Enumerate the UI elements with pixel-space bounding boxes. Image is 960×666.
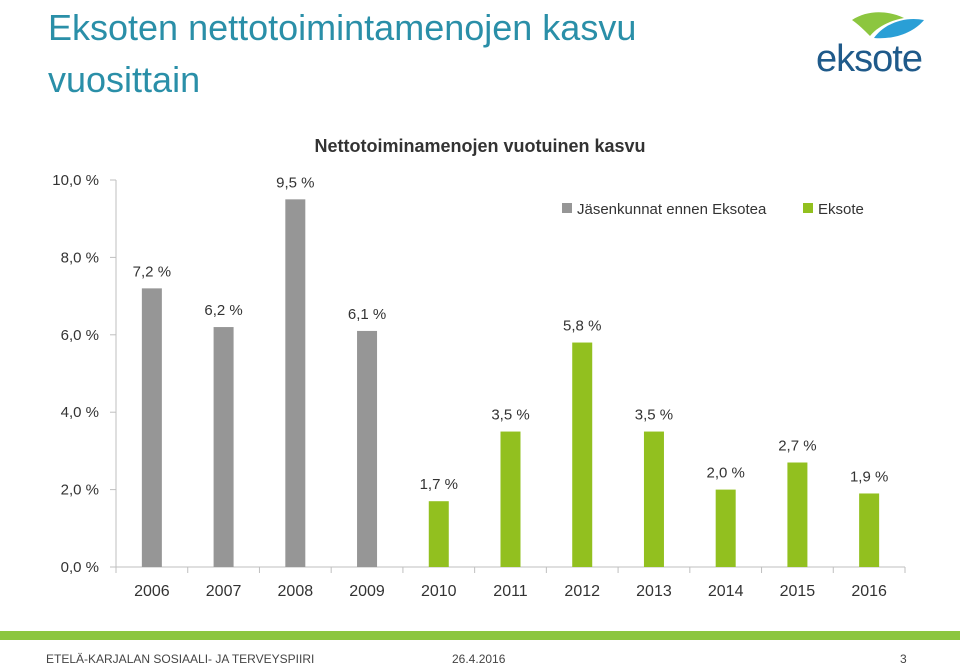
footer-page-number: 3	[900, 652, 907, 666]
y-tick-label: 6,0 %	[61, 327, 99, 344]
bar-chart: Nettotoiminamenojen vuotuinen kasvu 0,0 …	[52, 136, 906, 600]
bar	[357, 330, 378, 567]
data-label: 9,5 %	[276, 174, 314, 191]
bar	[715, 489, 736, 567]
y-tick-label: 0,0 %	[61, 559, 99, 576]
legend-swatch	[803, 203, 813, 213]
y-tick-label: 2,0 %	[61, 482, 99, 499]
x-tick-label: 2006	[134, 583, 170, 600]
y-axis: 0,0 % 2,0 % 4,0 % 6,0 % 8,0 % 10,0 %	[52, 172, 117, 576]
data-label: 1,9 %	[850, 468, 888, 485]
y-tick-label: 4,0 %	[61, 404, 99, 421]
bar	[428, 501, 449, 567]
legend-swatch	[562, 203, 572, 213]
x-axis: 2006 2007 2008 2009 2010 2011 2012 2013 2014 2015…	[115, 566, 906, 600]
footer-org: ETELÄ-KARJALAN SOSIAALI- JA TERVEYSPIIRI	[46, 652, 315, 666]
bar	[285, 199, 306, 567]
data-label: 6,1 %	[348, 306, 386, 323]
eksote-logo-icon	[852, 12, 924, 39]
x-tick-label: 2007	[206, 583, 242, 600]
data-label: 2,0 %	[707, 465, 745, 482]
data-label: 2,7 %	[778, 438, 816, 455]
x-tick-label: 2016	[851, 583, 887, 600]
y-tick-label: 10,0 %	[52, 172, 99, 189]
data-label: 6,2 %	[204, 302, 242, 319]
x-tick-label: 2008	[278, 583, 314, 600]
bar	[500, 431, 521, 567]
data-label: 1,7 %	[420, 476, 458, 493]
x-tick-label: 2015	[780, 583, 816, 600]
x-tick-label: 2012	[564, 583, 600, 600]
x-tick-label: 2013	[636, 583, 672, 600]
x-tick-label: 2010	[421, 583, 457, 600]
bar	[643, 431, 664, 567]
x-tick-label: 2011	[493, 583, 528, 600]
data-label: 3,5 %	[491, 407, 529, 424]
data-label: 7,2 %	[133, 263, 171, 280]
data-label: 3,5 %	[635, 407, 673, 424]
footer-divider	[0, 631, 960, 640]
bars: 7,2 % 6,2 % 9,5 % 6,1 % 1,7 % 3,5 % 5,8 % 3,5 %…	[133, 174, 888, 567]
chart-title: Nettotoiminamenojen vuotuinen kasvu	[314, 136, 645, 156]
bar	[213, 327, 234, 567]
x-tick-label: 2014	[708, 583, 744, 600]
data-label: 5,8 %	[563, 318, 601, 335]
legend-label: Jäsenkunnat ennen Eksotea	[577, 201, 767, 218]
bar	[787, 462, 808, 567]
legend: Jäsenkunnat ennen Eksotea Eksote	[562, 201, 864, 218]
bar	[141, 288, 162, 567]
legend-label: Eksote	[818, 201, 864, 218]
bar	[572, 342, 593, 567]
logo-text: eksote	[816, 38, 923, 80]
x-tick-label: 2009	[349, 583, 385, 600]
bar	[859, 493, 880, 567]
footer-date: 26.4.2016	[452, 652, 506, 666]
y-tick-label: 8,0 %	[61, 249, 99, 266]
slide-title: Eksoten nettotoimintamenojen kasvu vuosi…	[48, 7, 637, 100]
